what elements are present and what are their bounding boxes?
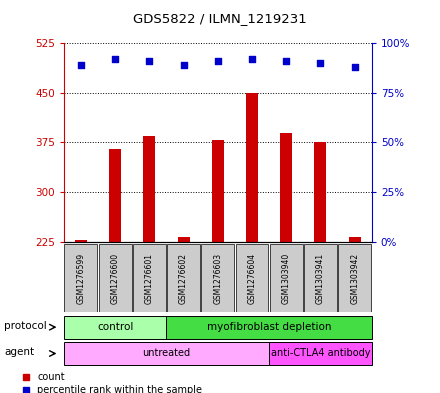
Text: GSM1276601: GSM1276601 bbox=[145, 253, 154, 303]
Text: myofibroblast depletion: myofibroblast depletion bbox=[207, 321, 331, 332]
Bar bbox=[109, 149, 121, 242]
Bar bbox=[235, 244, 268, 312]
Bar bbox=[65, 244, 97, 312]
Bar bbox=[212, 140, 224, 242]
Bar bbox=[304, 244, 337, 312]
Point bbox=[77, 62, 84, 68]
Bar bbox=[338, 244, 371, 312]
Bar bbox=[166, 316, 372, 339]
Point bbox=[317, 60, 324, 66]
Bar bbox=[269, 342, 372, 365]
Point bbox=[351, 64, 358, 70]
Point bbox=[146, 58, 153, 64]
Bar bbox=[75, 240, 87, 242]
Point bbox=[283, 58, 290, 64]
Text: GSM1276602: GSM1276602 bbox=[179, 253, 188, 303]
Point bbox=[214, 58, 221, 64]
Bar bbox=[167, 244, 200, 312]
Text: GSM1303941: GSM1303941 bbox=[316, 252, 325, 304]
Point bbox=[180, 62, 187, 68]
Text: anti-CTLA4 antibody: anti-CTLA4 antibody bbox=[271, 348, 370, 358]
Bar bbox=[246, 93, 258, 242]
Text: control: control bbox=[97, 321, 133, 332]
Bar bbox=[202, 244, 234, 312]
Text: GSM1276599: GSM1276599 bbox=[77, 252, 85, 304]
Text: GDS5822 / ILMN_1219231: GDS5822 / ILMN_1219231 bbox=[133, 12, 307, 26]
Text: GSM1303940: GSM1303940 bbox=[282, 252, 291, 304]
Bar bbox=[315, 142, 326, 242]
Bar bbox=[280, 132, 292, 242]
Bar bbox=[133, 244, 166, 312]
Point bbox=[249, 56, 256, 62]
Bar bbox=[143, 136, 155, 242]
Text: agent: agent bbox=[4, 347, 34, 357]
Bar bbox=[270, 244, 303, 312]
Text: GSM1276604: GSM1276604 bbox=[248, 252, 257, 304]
Bar bbox=[64, 342, 269, 365]
Bar bbox=[64, 316, 166, 339]
Text: untreated: untreated bbox=[143, 348, 191, 358]
Text: protocol: protocol bbox=[4, 321, 47, 331]
Bar bbox=[99, 244, 132, 312]
Text: GSM1303942: GSM1303942 bbox=[350, 252, 359, 304]
Bar bbox=[178, 237, 190, 242]
Text: GSM1276600: GSM1276600 bbox=[110, 252, 120, 304]
Text: GSM1276603: GSM1276603 bbox=[213, 252, 222, 304]
Point bbox=[112, 56, 119, 62]
Legend: count, percentile rank within the sample: count, percentile rank within the sample bbox=[22, 372, 202, 393]
Bar bbox=[348, 237, 361, 242]
